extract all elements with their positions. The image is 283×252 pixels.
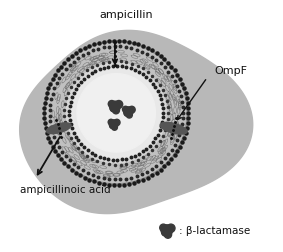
Circle shape [66, 64, 166, 163]
Circle shape [110, 106, 116, 112]
Circle shape [123, 107, 128, 113]
Circle shape [69, 67, 163, 160]
Text: ampicillin: ampicillin [100, 10, 153, 20]
Circle shape [47, 44, 186, 183]
Text: OmpF: OmpF [215, 66, 248, 76]
Circle shape [128, 107, 135, 114]
Circle shape [167, 224, 175, 232]
Ellipse shape [46, 123, 71, 134]
Circle shape [110, 102, 120, 112]
Circle shape [126, 112, 132, 119]
Text: : β-lactamase: : β-lactamase [179, 226, 250, 236]
Circle shape [124, 107, 133, 117]
Circle shape [44, 42, 188, 185]
Circle shape [160, 224, 167, 232]
Text: ampicillinoic acid: ampicillinoic acid [20, 184, 111, 194]
Circle shape [110, 124, 115, 129]
Circle shape [113, 108, 119, 114]
Circle shape [108, 101, 115, 108]
Circle shape [77, 74, 155, 152]
Circle shape [162, 230, 168, 236]
Circle shape [164, 231, 171, 238]
Circle shape [114, 120, 120, 126]
Ellipse shape [160, 123, 187, 135]
Circle shape [109, 120, 118, 129]
Circle shape [108, 120, 114, 125]
Circle shape [124, 111, 130, 117]
Polygon shape [20, 31, 253, 214]
Circle shape [161, 225, 173, 236]
Circle shape [112, 125, 117, 131]
Circle shape [115, 101, 123, 109]
